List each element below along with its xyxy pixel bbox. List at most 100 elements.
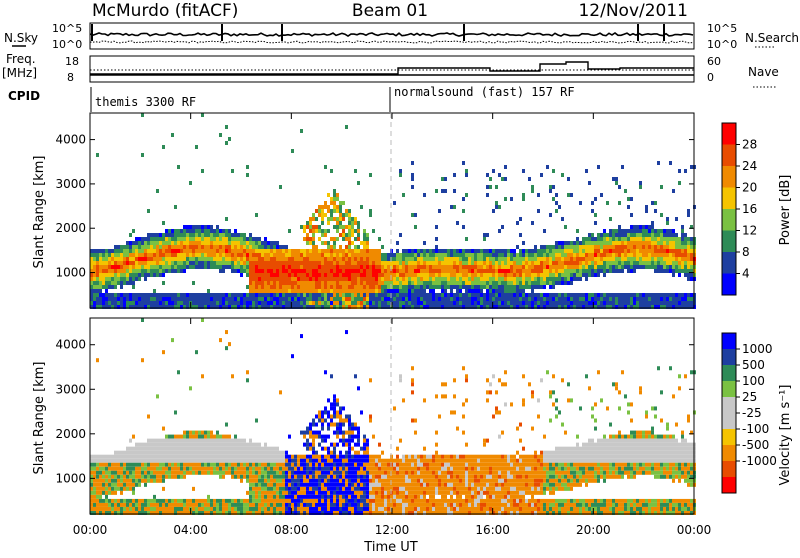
power-cell (348, 301, 351, 305)
power-cell (318, 273, 321, 277)
power-cell (636, 257, 639, 261)
power-cell (315, 229, 318, 233)
power-cell (132, 273, 135, 277)
power-cell (429, 277, 432, 281)
power-cell (387, 261, 390, 265)
velocity-cell (237, 459, 240, 463)
power-cell (501, 261, 504, 265)
power-cell (387, 281, 390, 285)
velocity-cell (114, 459, 117, 463)
power-cell (555, 253, 558, 257)
power-cell (408, 281, 411, 285)
power-cell (636, 297, 639, 301)
velocity-cell (273, 467, 276, 471)
power-cell (444, 177, 447, 181)
velocity-cell (333, 455, 336, 459)
power-cell (357, 225, 360, 229)
velocity-cell (354, 479, 357, 483)
power-cell (606, 233, 609, 237)
power-cell (342, 237, 345, 241)
power-cell (240, 261, 243, 265)
power-cell (612, 245, 615, 249)
velocity-cell (186, 431, 189, 435)
power-cell (567, 245, 570, 249)
power-cell (678, 269, 681, 273)
freq-tick-top: 18 (65, 55, 79, 68)
velocity-cell (258, 491, 261, 495)
power-cell (312, 277, 315, 281)
velocity-cell (183, 447, 186, 451)
power-cell (117, 269, 120, 273)
power-cell (423, 289, 426, 293)
power-cell (657, 297, 660, 301)
power-cell (495, 201, 498, 205)
velocity-cell (141, 455, 144, 459)
power-cell (636, 241, 639, 245)
power-cell (606, 265, 609, 269)
power-cell (225, 217, 228, 221)
velocity-cell (267, 475, 270, 479)
power-cell (432, 265, 435, 269)
velocity-cell (297, 499, 300, 503)
power-cell (171, 301, 174, 305)
velocity-cell (183, 455, 186, 459)
velocity-cell (303, 463, 306, 467)
power-cell (288, 293, 291, 297)
power-cell (501, 253, 504, 257)
velocity-cell (312, 435, 315, 439)
power-cell (129, 269, 132, 273)
power-cell (123, 273, 126, 277)
velocity-cell (360, 479, 363, 483)
power-cell (162, 253, 165, 257)
velocity-cell (120, 503, 123, 507)
velocity-cell (168, 459, 171, 463)
velocity-cell (189, 503, 192, 507)
velocity-cell (216, 463, 219, 467)
power-cell (600, 193, 603, 197)
velocity-cell (345, 499, 348, 503)
power-cell (483, 257, 486, 261)
power-cell (204, 253, 207, 257)
velocity-cell (285, 459, 288, 463)
power-cell (450, 289, 453, 293)
power-cell (546, 277, 549, 281)
velocity-cell (141, 507, 144, 511)
power-cell (351, 217, 354, 221)
power-cell (609, 257, 612, 261)
velocity-cell (327, 491, 330, 495)
power-cell (351, 233, 354, 237)
power-cell (630, 265, 633, 269)
power-cell (144, 269, 147, 273)
power-cell (636, 301, 639, 305)
power-cell (264, 245, 267, 249)
power-cell (99, 273, 102, 277)
velocity-cell (219, 471, 222, 475)
velocity-cell (321, 427, 324, 431)
power-cell (555, 301, 558, 305)
power-cell (258, 277, 261, 281)
power-cell (174, 253, 177, 257)
power-cell (267, 253, 270, 257)
velocity-cell (243, 507, 246, 511)
power-cell (417, 261, 420, 265)
power-cell (474, 273, 477, 277)
power-cell (654, 201, 657, 205)
velocity-cell (120, 491, 123, 495)
power-cell (414, 213, 417, 217)
power-cell (123, 281, 126, 285)
power-cell (111, 269, 114, 273)
power-cell (603, 301, 606, 305)
power-cell (672, 257, 675, 261)
power-cell (384, 277, 387, 281)
power-cell (321, 257, 324, 261)
velocity-cell (339, 427, 342, 431)
velocity-cell (309, 499, 312, 503)
power-cell (585, 301, 588, 305)
power-cell (501, 289, 504, 293)
power-cell (348, 241, 351, 245)
power-cell (321, 289, 324, 293)
power-cell (447, 277, 450, 281)
power-cell (585, 273, 588, 277)
power-cell (441, 249, 444, 253)
power-cell (153, 257, 156, 261)
